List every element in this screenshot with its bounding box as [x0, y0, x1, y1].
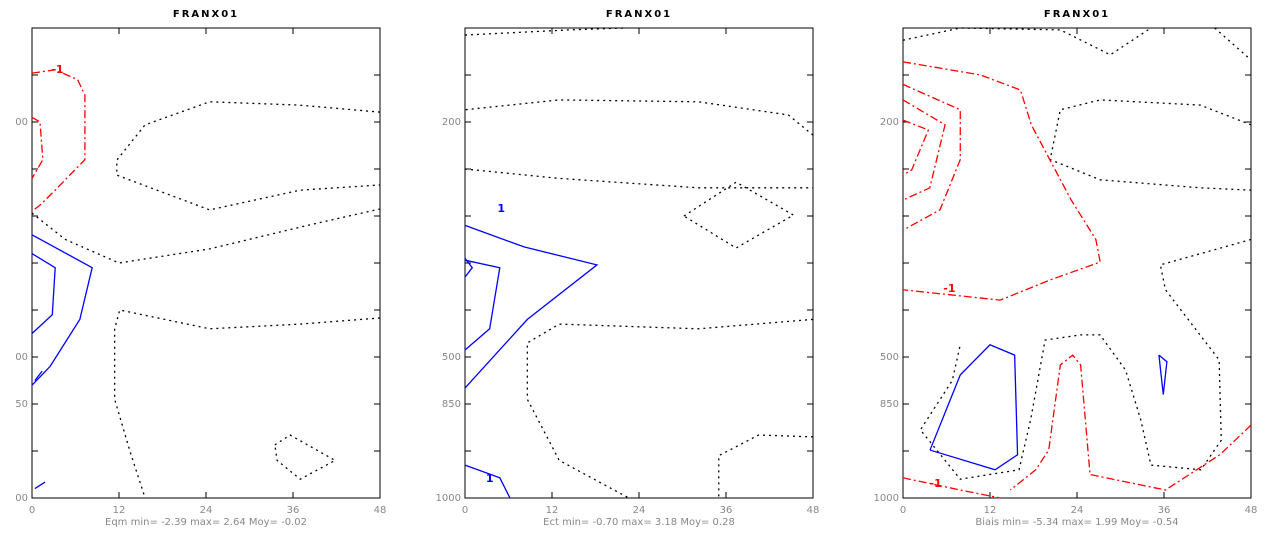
- y-tick-label: 00: [15, 117, 28, 128]
- y-tick-label: 1000: [874, 493, 899, 504]
- contour-label: 1: [486, 472, 494, 485]
- contour-line: [31, 234, 93, 386]
- y-tick-label: 00: [15, 352, 28, 363]
- y-tick-label: 00: [15, 493, 28, 504]
- y-tick-label: 50: [15, 399, 28, 410]
- x-tick-label: 36: [287, 505, 300, 516]
- x-tick-label: 0: [462, 505, 468, 516]
- contour-line: [919, 238, 1252, 480]
- caption: Ect min= -0.70 max= 3.18 Moy= 0.28: [543, 517, 735, 528]
- x-tick-label: 48: [1245, 505, 1258, 516]
- y-tick-label: 500: [442, 352, 461, 363]
- contour-line: [526, 318, 814, 499]
- y-tick-label: 200: [442, 117, 461, 128]
- contour-label: -1: [943, 282, 955, 295]
- contour-line: [464, 259, 501, 351]
- x-tick-label: 12: [113, 505, 126, 516]
- chart-title: FRANX01: [1044, 9, 1110, 20]
- contour-line: [116, 101, 381, 211]
- contour-line: [902, 83, 961, 231]
- contour-line: [1009, 354, 1252, 491]
- y-tick-label: 850: [880, 399, 899, 410]
- contour-line: [718, 434, 814, 498]
- contour-line: [683, 181, 795, 249]
- contour-line: [1158, 354, 1168, 395]
- y-tick-label: 1000: [436, 493, 461, 504]
- x-tick-label: 24: [1071, 505, 1084, 516]
- x-tick-label: 36: [720, 505, 733, 516]
- contour-line: [34, 370, 43, 381]
- contour-label: -1: [930, 477, 942, 490]
- contour-line: [902, 119, 930, 176]
- x-tick-label: 12: [546, 505, 559, 516]
- x-tick-label: 12: [984, 505, 997, 516]
- y-tick-label: 200: [880, 117, 899, 128]
- x-tick-label: 0: [29, 505, 35, 516]
- contour-line: [1049, 99, 1252, 191]
- contour-line: [464, 257, 474, 278]
- x-tick-label: 48: [807, 505, 820, 516]
- chart-title: FRANX01: [173, 9, 239, 20]
- contour-line: [114, 309, 381, 499]
- contour-line: [31, 253, 56, 334]
- contour-line: [464, 224, 599, 389]
- contour-line: [31, 116, 44, 179]
- contour-line: [34, 481, 46, 490]
- contour-line: [929, 344, 1019, 471]
- contour-line: [274, 434, 337, 480]
- x-tick-label: 24: [633, 505, 646, 516]
- contour-line: [31, 208, 381, 264]
- caption: Eqm min= -2.39 max= 2.64 Moy= -0.02: [105, 517, 307, 528]
- contour-line: [1214, 27, 1252, 61]
- contour-line: [464, 168, 813, 189]
- caption: Biais min= -5.34 max= 1.99 Moy= -0.54: [975, 517, 1178, 528]
- contour-label: 1: [497, 202, 505, 215]
- y-tick-label: 500: [880, 352, 899, 363]
- plot-frame: [464, 27, 814, 499]
- contour-line: [464, 99, 814, 136]
- x-tick-label: 48: [374, 505, 387, 516]
- plot-frame: [902, 27, 1252, 499]
- x-tick-label: 24: [200, 505, 213, 516]
- y-tick-label: 850: [442, 399, 461, 410]
- contour-line: [464, 27, 625, 36]
- contour-label: -1: [51, 63, 63, 76]
- contour-line: [464, 464, 511, 499]
- x-tick-label: 36: [1158, 505, 1171, 516]
- contour-line: [902, 61, 1101, 301]
- contour-line: [902, 477, 1001, 499]
- contour-line: [902, 99, 946, 201]
- contour-line: [31, 69, 86, 212]
- x-tick-label: 0: [900, 505, 906, 516]
- contour-line: [902, 27, 1152, 56]
- chart-title: FRANX01: [606, 9, 672, 20]
